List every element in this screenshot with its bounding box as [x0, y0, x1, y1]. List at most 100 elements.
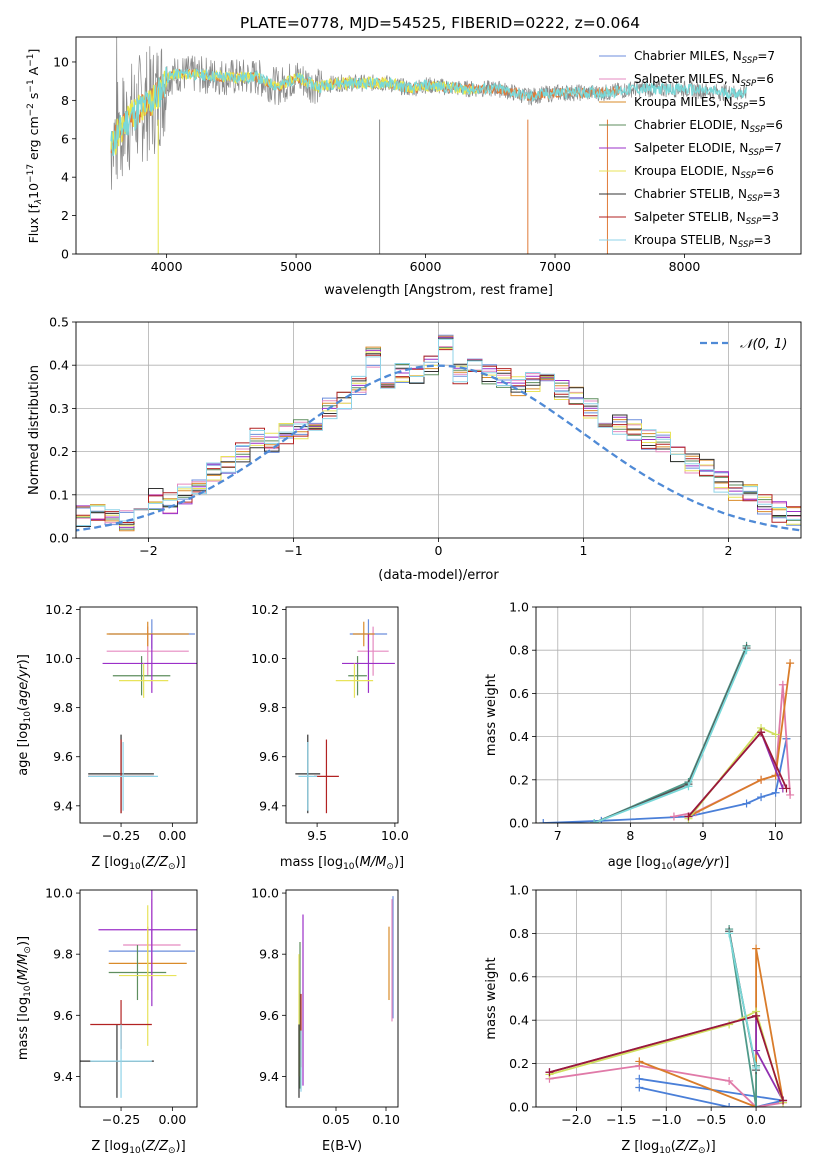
- y-tick-label: 0.6: [509, 969, 529, 984]
- x-axis-label: Z [log10(Z/Z⊙)]: [621, 1139, 715, 1156]
- x-tick-label: 7000: [539, 259, 571, 274]
- y-axis-label: mass [log10(M/M⊙)]: [16, 936, 33, 1060]
- x-tick-label: 0.00: [158, 828, 186, 843]
- y-tick-label: 10: [53, 54, 69, 69]
- y-tick-label: 0.2: [509, 1056, 529, 1071]
- x-tick-label: 6000: [410, 259, 442, 274]
- y-tick-label: 0.0: [509, 816, 529, 831]
- series-point: [539, 819, 548, 823]
- axes-frame: [285, 606, 399, 824]
- y-tick-label: 9.8: [259, 947, 279, 962]
- series-line: [728, 933, 757, 1069]
- y-tick-label: 0: [61, 247, 69, 262]
- x-tick-label: −0.25: [102, 1112, 140, 1127]
- series-line: [593, 647, 748, 823]
- x-tick-label: 10.0: [381, 828, 409, 843]
- plot-area-mw-age: [536, 607, 801, 823]
- figure-title: PLATE=0778, MJD=54525, FIBERID=0222, z=0…: [240, 14, 640, 32]
- series-point: [742, 799, 751, 808]
- series-point: [771, 730, 780, 739]
- x-tick-label: −1.0: [651, 1112, 681, 1127]
- plot-area-mass-age: [295, 619, 395, 814]
- y-tick-label: 9.4: [259, 798, 279, 813]
- series-point: [786, 659, 795, 668]
- x-tick-label: −1.5: [606, 1112, 636, 1127]
- x-axis-label: age [log10(age/yr)]: [608, 855, 730, 872]
- y-axis-label: age [log10(age/yr)]: [16, 654, 33, 776]
- series-point: [725, 1076, 734, 1085]
- y-tick-label: 0.2: [49, 444, 69, 459]
- series-point: [752, 1103, 761, 1107]
- x-tick-label: 0: [435, 543, 443, 558]
- axes-frame: [75, 321, 802, 539]
- axes-frame: [535, 606, 802, 824]
- y-axis-label: Normed distribution: [27, 365, 42, 495]
- spectrum-legend: Chabrier MILES, NSSP=7 Salpeter MILES, NS…: [599, 49, 783, 250]
- x-tick-label: −2.0: [561, 1112, 591, 1127]
- axes-frame: [535, 889, 802, 1108]
- histogram-series: [76, 338, 801, 535]
- plot-area-z-mass: [80, 890, 197, 1098]
- y-tick-label: 10.0: [45, 886, 73, 901]
- legend-entry: Kroupa STELIB, NSSP=3: [634, 233, 771, 250]
- x-axis-label: Z [log10(Z/Z⊙)]: [91, 855, 185, 872]
- y-tick-label: 0.6: [509, 686, 529, 701]
- series-line: [639, 1077, 784, 1107]
- x-tick-label: 9.5: [307, 828, 327, 843]
- series-point: [752, 1063, 761, 1072]
- y-tick-label: 0.3: [49, 401, 69, 416]
- legend-entry: Chabrier MILES, NSSP=7: [634, 49, 775, 66]
- y-tick-label: 8: [61, 93, 69, 108]
- spectrum-model: [110, 66, 747, 157]
- legend-entry: Kroupa MILES, NSSP=5: [634, 95, 766, 112]
- y-tick-label: 4: [61, 170, 69, 185]
- series-point: [684, 782, 693, 791]
- y-tick-label: 9.4: [53, 798, 73, 813]
- y-tick-label: 9.6: [53, 749, 73, 764]
- y-tick-label: 1.0: [509, 600, 529, 615]
- x-tick-label: 2: [725, 543, 733, 558]
- series-line: [687, 726, 776, 820]
- panel-ebv-mass: 0.05 0.10 9.4 9.6 9.8 10.0 E(B-V): [251, 886, 400, 1154]
- legend-entry: Chabrier ELODIE, NSSP=6: [634, 118, 783, 135]
- x-tick-label: −1: [284, 543, 302, 558]
- y-tick-label: 0.8: [509, 643, 529, 658]
- series-point: [545, 1068, 554, 1077]
- series-point: [669, 812, 678, 821]
- x-axis-label: wavelength [Angstrom, rest frame]: [324, 283, 553, 298]
- series-point: [725, 929, 734, 938]
- series-line: [543, 738, 788, 823]
- legend-entry: Salpeter MILES, NSSP=6: [634, 72, 774, 89]
- series-point: [757, 728, 766, 737]
- y-axis-label: mass weight: [484, 957, 499, 1039]
- x-tick-label: 4000: [151, 259, 183, 274]
- y-tick-label: 0.2: [509, 772, 529, 787]
- series-point: [725, 1103, 734, 1107]
- y-tick-label: 10.2: [45, 602, 73, 617]
- y-tick-label: 10.0: [251, 651, 279, 666]
- series-point: [635, 1083, 644, 1092]
- series-point: [742, 646, 751, 655]
- y-tick-label: 9.8: [53, 947, 73, 962]
- y-tick-label: 0.4: [49, 358, 69, 373]
- axes-frame: [285, 889, 399, 1108]
- plot-area-mw-z: [536, 890, 801, 1107]
- axes-frame: [75, 36, 802, 255]
- plot-area-residuals: [76, 322, 801, 538]
- x-tick-label: 0.10: [372, 1112, 400, 1127]
- panel-z-mass: −0.25 0.00 9.4 9.6 9.8 10.0 Z [log10(Z/Z⊙)] mas…: [16, 886, 198, 1156]
- series-point: [590, 819, 599, 823]
- series-point: [782, 784, 791, 793]
- y-tick-label: 0.0: [509, 1100, 529, 1115]
- series-point: [757, 775, 766, 784]
- y-tick-label: 10.2: [251, 602, 279, 617]
- legend-entry: Kroupa ELODIE, NSSP=6: [634, 164, 774, 181]
- panel-mass-age: 9.5 10.0 9.4 9.6 9.8 10.0 10.2 mass [log10(M/M⊙…: [251, 602, 409, 872]
- legend-entry: 𝒩(0, 1): [740, 337, 787, 352]
- x-tick-label: 10: [768, 828, 784, 843]
- legend-entry: Salpeter STELIB, NSSP=3: [634, 210, 779, 227]
- y-axis-label: Flux [fλ10−17 erg cm−2 s−1 A−1]: [26, 49, 44, 244]
- panel-spectrum: 4000 5000 6000 7000 8000 0 2 4 6 8 10 Chabrier MILE…: [26, 36, 802, 298]
